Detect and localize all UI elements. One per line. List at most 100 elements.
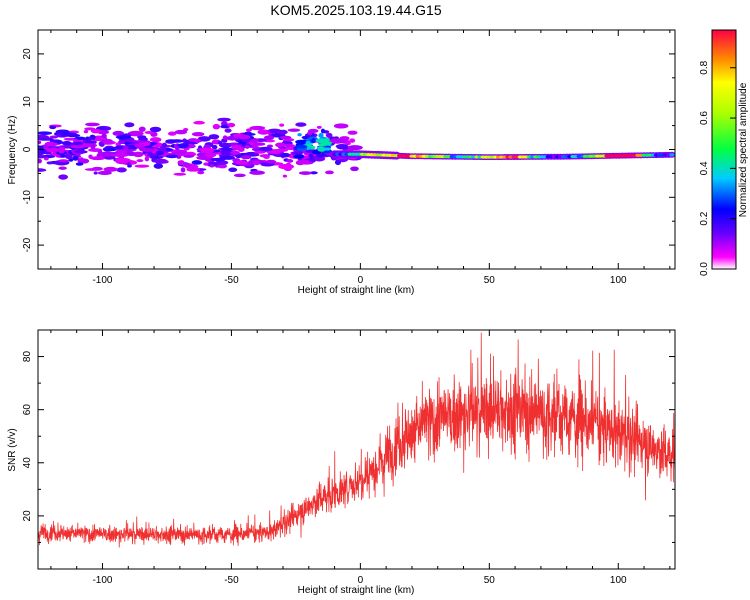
spectrogram-blob — [38, 140, 42, 145]
spectrogram-blob — [57, 159, 69, 163]
spectrogram-blob — [58, 149, 65, 154]
spectrogram-y-tick-label: -10 — [22, 190, 33, 205]
spectrogram-blob — [349, 138, 356, 143]
spectrogram-blob — [296, 144, 308, 149]
spectrogram-blob — [252, 142, 266, 146]
spectrogram-x-tick-label: 50 — [484, 275, 496, 286]
spectrogram-blob — [233, 173, 246, 178]
spectrogram-blob — [257, 129, 270, 135]
spectrogram-blob — [116, 167, 127, 173]
spectrogram-blob — [308, 157, 314, 161]
spectrogram-blob — [224, 128, 232, 133]
spectrogram-y-ticks: -20 -10 0 10 20 — [22, 29, 675, 270]
spectrogram-blob — [97, 170, 112, 176]
spectrogram-blob — [329, 138, 345, 144]
spectrogram-y-tick-label: -20 — [22, 237, 33, 252]
snr-y-tick-label: 80 — [22, 351, 33, 363]
spectrogram-blob — [49, 135, 59, 139]
spectrogram-blob — [82, 140, 98, 144]
spectrogram-blob — [194, 138, 201, 143]
spectrogram-blob — [49, 125, 57, 130]
spectrogram-blob — [144, 130, 154, 134]
spectrogram-blob — [279, 152, 291, 158]
spectrogram-blob — [182, 162, 192, 168]
snr-x-tick-label: 100 — [610, 575, 627, 586]
spectrogram-blob — [228, 167, 238, 173]
spectrogram-blob — [154, 158, 167, 164]
spectrogram-blob — [59, 154, 66, 158]
spectrogram-x-ticks: -100 -50 0 50 100 — [50, 30, 671, 286]
spectrogram-blob — [134, 143, 145, 148]
snr-y-tick-label: 40 — [22, 457, 33, 469]
spectrogram-blob — [174, 145, 180, 151]
spectrogram-blob — [72, 155, 79, 161]
spectrogram-blob — [48, 147, 59, 152]
snr-y-label: SNR (v/v) — [7, 428, 18, 471]
spectrogram-blob — [44, 151, 52, 155]
spectrogram-blob — [71, 141, 84, 146]
spectrogram-blob — [38, 158, 42, 164]
spectrogram-y-tick-label: 0 — [22, 146, 33, 152]
spectrogram-blob — [84, 168, 101, 171]
spectrogram-blob — [144, 156, 150, 162]
spectrogram-blob — [266, 144, 274, 148]
spectrogram-blob — [191, 132, 205, 137]
spectrogram-blob — [149, 126, 162, 133]
spectrogram-blob — [325, 140, 330, 145]
spectrogram-blob — [282, 174, 288, 178]
spectrogram-blob — [203, 162, 209, 166]
spectrogram-blob — [215, 160, 229, 166]
spectrogram-blob — [186, 167, 201, 172]
spectrogram-y-tick-label: 10 — [22, 96, 33, 108]
spectrogram-blob — [177, 160, 185, 166]
spectrogram-blob — [293, 154, 305, 159]
spectrogram-blob — [103, 166, 118, 172]
spectrogram-blob — [88, 136, 93, 141]
spectrogram-blob — [315, 138, 328, 144]
spectrogram-blob — [182, 138, 187, 144]
spectrogram-blob — [276, 148, 289, 152]
spectrogram-blob — [38, 137, 54, 141]
snr-y-tick-label: 60 — [22, 404, 33, 416]
spectrogram-blob — [183, 154, 194, 158]
spectrogram-blob — [199, 147, 215, 154]
spectrogram-blob — [165, 154, 179, 159]
spectrogram-blob — [159, 147, 167, 152]
spectrogram-blob — [212, 123, 221, 130]
spectrogram-blob — [220, 147, 233, 152]
snr-y-ticks: 20 40 60 80 — [22, 329, 675, 570]
spectrogram-blob — [155, 150, 165, 156]
spectrogram-x-label: Height of straight line (km) — [298, 285, 415, 296]
spectrogram-blob — [149, 137, 162, 143]
spectrogram-blob — [347, 130, 358, 135]
colorbar-tick-label: 0.0 — [699, 262, 710, 276]
spectrogram-blob — [127, 164, 132, 168]
snr-frame — [37, 329, 676, 570]
spectrogram-blob — [325, 170, 334, 175]
spectrogram-blob — [263, 156, 270, 159]
spectrogram-blob — [344, 141, 351, 146]
spectrogram-blob — [222, 155, 235, 160]
spectrogram-blob — [287, 128, 301, 132]
spectrogram-blob — [44, 141, 57, 147]
spectrogram-blob — [350, 166, 359, 172]
spectrogram-blob — [139, 148, 155, 152]
spectrogram-blob — [209, 164, 215, 168]
spectrogram-blob — [93, 171, 98, 175]
colorbar-ticks: 0.0 0.2 0.4 0.6 0.8 — [699, 60, 736, 276]
snr-x-ticks: -100 -50 0 50 100 — [50, 330, 671, 586]
spectrogram-blob — [249, 125, 266, 131]
spectrogram-blob — [180, 167, 186, 173]
spectrogram-blob — [99, 143, 105, 147]
spectrogram-blob — [43, 157, 49, 161]
spectrogram-blob — [101, 133, 107, 138]
spectrogram-blob — [136, 159, 144, 163]
spectrogram-blob — [127, 130, 144, 137]
spectrogram-blob — [298, 171, 312, 175]
snr-x-tick-label: -100 — [92, 575, 112, 586]
spectrogram-x-tick-label: 0 — [358, 275, 364, 286]
spectrogram-blob — [297, 133, 302, 137]
spectrogram-blob — [218, 142, 233, 148]
colorbar-tick-label: 0.8 — [699, 60, 710, 74]
